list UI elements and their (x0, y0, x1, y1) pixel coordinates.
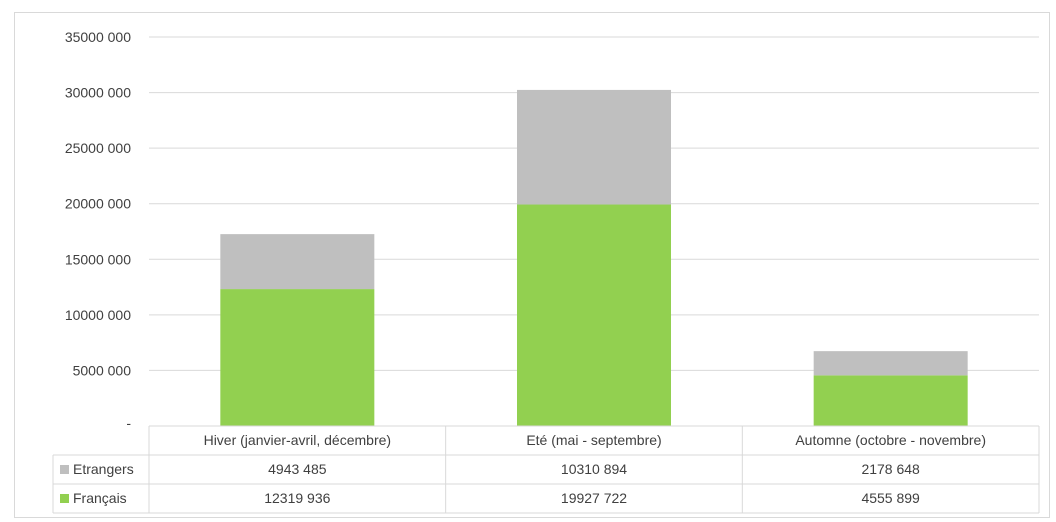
category-label: Eté (mai - septembre) (526, 432, 661, 448)
y-tick-label: - (126, 415, 131, 431)
legend-label: Français (73, 490, 127, 506)
bar-francais (813, 375, 968, 426)
data-table: Hiver (janvier-avril, décembre) Eté (mai … (52, 425, 1040, 514)
bar-francais (220, 289, 375, 426)
y-tick-label: 25000 000 (65, 140, 131, 156)
y-tick-label: 15000 000 (65, 251, 131, 267)
data-label: 4555 899 (861, 490, 920, 506)
data-label: 2178 648 (861, 461, 920, 477)
y-tick-label: 5000 000 (73, 362, 132, 378)
data-label: 12319 936 (264, 490, 330, 506)
y-tick-label: 30000 000 (65, 85, 131, 101)
data-label: 4943 485 (268, 461, 327, 477)
category-label: Hiver (janvier-avril, décembre) (204, 432, 392, 448)
stacked-bar-chart: - 5000 000 10000 000 15000 000 20000 000 2500… (52, 29, 1040, 514)
data-label: 19927 722 (561, 490, 627, 506)
category-label: Automne (octobre - novembre) (795, 432, 986, 448)
legend-swatch (60, 494, 69, 503)
y-tick-label: 10000 000 (65, 307, 131, 323)
legend-swatch (60, 465, 69, 474)
bars (220, 89, 968, 426)
y-axis: - 5000 000 10000 000 15000 000 20000 000 2500… (65, 29, 132, 431)
bar-etrangers (220, 234, 375, 290)
legend-label: Etrangers (73, 461, 134, 477)
chart-frame: - 5000 000 10000 000 15000 000 20000 000 2500… (14, 12, 1050, 518)
bar-etrangers (813, 351, 968, 376)
bar-etrangers (517, 89, 671, 205)
y-tick-label: 35000 000 (65, 29, 131, 45)
data-label: 10310 894 (561, 461, 627, 477)
y-tick-label: 20000 000 (65, 196, 131, 212)
bar-francais (517, 204, 671, 426)
